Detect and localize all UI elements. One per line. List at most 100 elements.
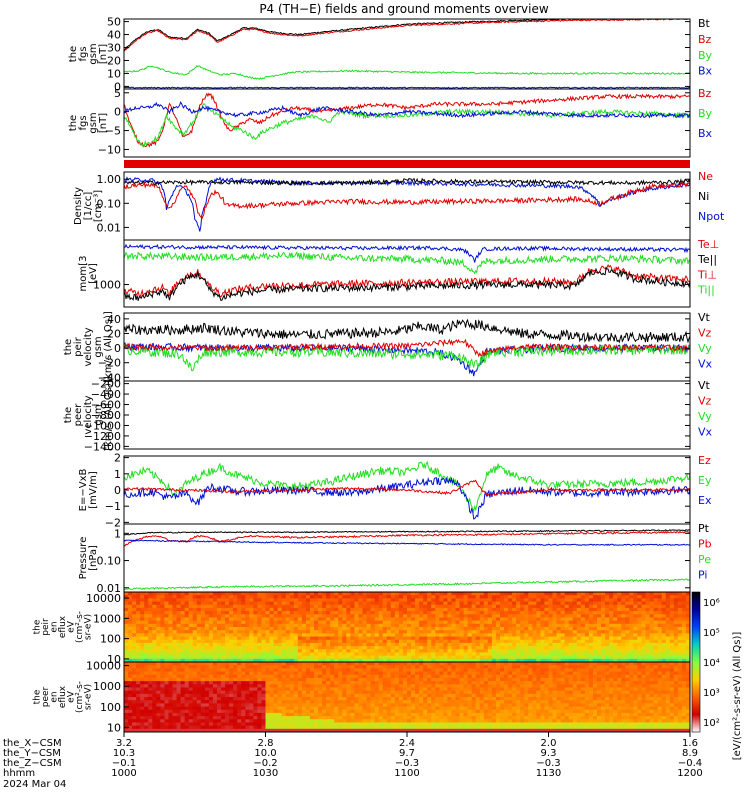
spectrogram-cell xyxy=(277,674,283,679)
spectrogram-cell xyxy=(128,652,133,657)
spectrogram-cell xyxy=(411,690,416,695)
spectrogram-cell xyxy=(471,611,477,615)
spectrogram-cell xyxy=(358,690,363,695)
spectrogram-cell xyxy=(407,706,412,711)
spectrogram-cell xyxy=(394,598,400,602)
spectrogram-cell xyxy=(560,636,566,641)
spectrogram-cell xyxy=(140,620,145,625)
spectrogram-cell xyxy=(180,623,186,628)
spectrogram-cell xyxy=(673,652,679,657)
spectrogram-cell xyxy=(366,725,372,730)
spectrogram-cell xyxy=(625,614,630,618)
spectrogram-cell xyxy=(358,722,363,727)
spectrogram-cell xyxy=(265,623,270,628)
spectrogram-cell xyxy=(370,627,376,631)
spectrogram-cell xyxy=(362,614,367,618)
spectrogram-cell xyxy=(180,716,186,720)
spectrogram-cell xyxy=(463,601,469,606)
spectrogram-cell xyxy=(322,716,327,720)
spectrogram-cell xyxy=(374,611,380,615)
spectrogram-cell xyxy=(584,636,590,641)
spectrogram-cell xyxy=(520,658,525,663)
spectrogram-cell xyxy=(621,652,626,657)
spectrogram-cell xyxy=(180,636,186,641)
spectrogram-cell xyxy=(192,687,198,692)
spectrogram-cell xyxy=(661,592,667,596)
spectrogram-cell xyxy=(140,674,145,679)
spectrogram-cell xyxy=(192,693,198,698)
spectrogram-cell xyxy=(152,700,157,704)
spectrogram-cell xyxy=(184,598,190,602)
spectrogram-cell xyxy=(318,703,323,707)
spectrogram-cell xyxy=(273,681,279,685)
spectrogram-cell xyxy=(641,649,646,653)
spectrogram-cell xyxy=(277,623,283,628)
spectrogram-cell xyxy=(483,607,489,612)
spectrogram-cell xyxy=(673,617,679,622)
spectrogram-cell xyxy=(669,595,675,599)
spectrogram-cell xyxy=(277,671,283,676)
spectrogram-cell xyxy=(172,674,177,679)
spectrogram-cell xyxy=(261,623,266,628)
legend-by: By xyxy=(698,107,713,120)
spectrogram-cell xyxy=(265,709,270,714)
spectrogram-cell xyxy=(366,706,372,711)
spectrogram-cell xyxy=(180,687,186,692)
spectrogram-cell xyxy=(289,595,295,599)
spectrogram-cell xyxy=(196,595,202,599)
spectrogram-cell xyxy=(237,716,242,720)
spectrogram-cell xyxy=(285,614,291,618)
spectrogram-cell xyxy=(289,709,295,714)
spectrogram-cell xyxy=(249,636,254,641)
spectrogram-cell xyxy=(641,636,646,641)
spectrogram-cell xyxy=(338,703,343,707)
spectrogram-cell xyxy=(685,646,691,650)
spectrogram-cell xyxy=(487,598,493,602)
spectrogram-cell xyxy=(673,607,679,612)
spectrogram-cell xyxy=(681,627,687,631)
spectrogram-cell xyxy=(289,712,295,717)
spectrogram-cell xyxy=(358,627,363,631)
spectrogram-cell xyxy=(532,611,537,615)
spectrogram-cell xyxy=(390,671,396,676)
spectrogram-cell xyxy=(168,681,173,685)
spectrogram-cell xyxy=(277,592,283,596)
spectrogram-cell xyxy=(451,658,456,663)
spectrogram-cell xyxy=(314,722,319,727)
spectrogram-cell xyxy=(657,630,663,634)
spectrogram-cell xyxy=(645,617,650,622)
spectrogram-cell xyxy=(132,684,137,688)
spectrogram-cell xyxy=(625,652,630,657)
spectrogram-cell xyxy=(617,633,622,637)
spectrogram-cell xyxy=(208,725,214,730)
series-vt xyxy=(124,318,690,344)
spectrogram-cell xyxy=(415,722,420,727)
spectrogram-cell xyxy=(637,598,642,602)
spectrogram-cell xyxy=(386,719,392,723)
spectrogram-cell xyxy=(148,703,153,707)
spectrogram-cell xyxy=(390,709,396,714)
spectrogram-cell xyxy=(354,709,359,714)
spectrogram-cell xyxy=(597,601,602,606)
spectrogram-cell xyxy=(411,684,416,688)
spectrogram-cell xyxy=(261,728,266,733)
spectrogram-cell xyxy=(540,598,545,602)
y-label-line: the xyxy=(63,407,74,423)
spectrogram-cell xyxy=(516,633,521,637)
spectrogram-cell xyxy=(196,604,202,609)
spectrogram-cell xyxy=(172,719,177,723)
spectrogram-cell xyxy=(277,595,283,599)
spectrogram-cell xyxy=(358,658,363,663)
spectrogram-cell xyxy=(427,703,432,707)
spectrogram-cell xyxy=(156,636,161,641)
spectrogram-cell xyxy=(479,620,485,625)
spectrogram-cell xyxy=(144,646,149,650)
spectrogram-cell xyxy=(560,649,566,653)
spectrogram-cell xyxy=(188,703,194,707)
spectrogram-cell xyxy=(423,592,428,596)
spectrogram-cell xyxy=(208,703,214,707)
spectrogram-cell xyxy=(580,649,586,653)
spectrogram-ion_spec: 10000100010010thepeirenefluxeV(cm²-s-sr-… xyxy=(33,591,691,666)
spectrogram-cell xyxy=(225,607,230,612)
spectrogram-cell xyxy=(293,662,299,666)
